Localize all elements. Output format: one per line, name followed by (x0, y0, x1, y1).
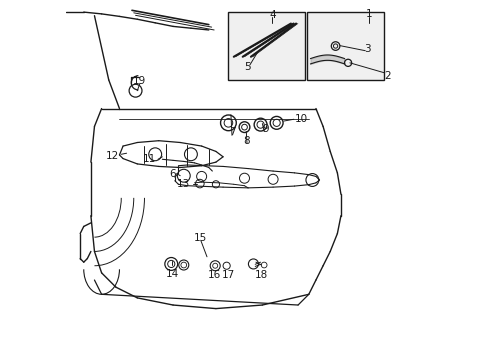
Text: 8: 8 (243, 136, 250, 146)
Text: 6: 6 (169, 168, 175, 179)
Text: 14: 14 (165, 269, 179, 279)
Text: 15: 15 (194, 233, 207, 243)
Bar (306, 12, 383, 80)
Text: 17: 17 (222, 270, 235, 280)
Text: 11: 11 (142, 154, 156, 164)
Text: 4: 4 (268, 10, 275, 19)
Text: 18: 18 (255, 270, 268, 280)
Text: 7: 7 (228, 127, 235, 138)
Text: 10: 10 (294, 114, 307, 124)
Text: 12: 12 (105, 151, 119, 161)
Text: 2: 2 (383, 71, 390, 81)
Text: 13: 13 (177, 179, 190, 189)
Text: 1: 1 (365, 9, 371, 19)
Text: 19: 19 (133, 76, 146, 86)
Text: 16: 16 (207, 270, 220, 280)
Bar (228, 12, 305, 80)
Text: 5: 5 (244, 63, 250, 72)
Text: 9: 9 (262, 124, 268, 134)
Text: 3: 3 (364, 44, 370, 54)
